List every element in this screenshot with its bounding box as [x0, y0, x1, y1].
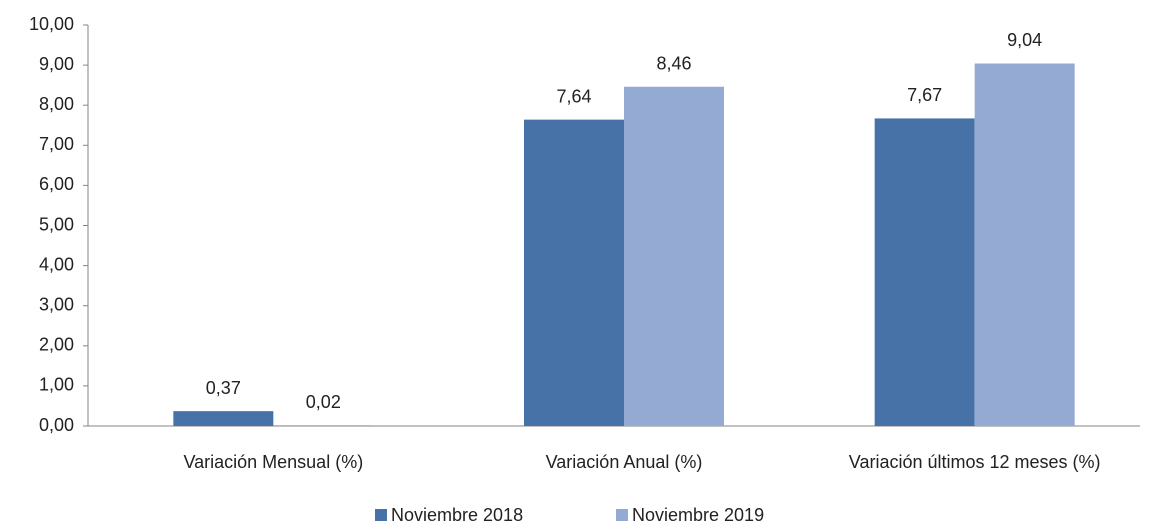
- bar: [173, 411, 274, 426]
- y-tick-label: 10,00: [29, 14, 74, 34]
- bar: [273, 425, 374, 426]
- legend-swatch: [616, 509, 628, 521]
- y-tick-label: 4,00: [39, 254, 74, 274]
- data-label: 7,64: [556, 86, 591, 106]
- bar: [974, 63, 1075, 426]
- data-label: 7,67: [907, 85, 942, 105]
- data-label: 0,02: [306, 392, 341, 412]
- x-tick-label: Variación Mensual (%): [183, 452, 363, 472]
- y-tick-label: 7,00: [39, 134, 74, 154]
- y-tick-label: 1,00: [39, 375, 74, 395]
- bar: [874, 118, 975, 427]
- legend-label: Noviembre 2019: [632, 505, 764, 525]
- y-tick-label: 6,00: [39, 174, 74, 194]
- legend-swatch: [375, 509, 387, 521]
- y-tick-label: 8,00: [39, 94, 74, 114]
- bar: [524, 119, 624, 427]
- data-label: 0,37: [206, 378, 241, 398]
- y-tick-label: 3,00: [39, 294, 74, 314]
- y-tick-label: 9,00: [39, 54, 74, 74]
- x-tick-label: Variación Anual (%): [546, 452, 703, 472]
- data-label: 9,04: [1007, 30, 1042, 50]
- y-tick-label: 0,00: [39, 415, 74, 435]
- data-label: 8,46: [656, 54, 691, 74]
- legend-label: Noviembre 2018: [391, 505, 523, 525]
- y-tick-label: 2,00: [39, 335, 74, 355]
- y-tick-label: 5,00: [39, 214, 74, 234]
- x-tick-label: Variación últimos 12 meses (%): [849, 452, 1101, 472]
- bar: [624, 86, 724, 426]
